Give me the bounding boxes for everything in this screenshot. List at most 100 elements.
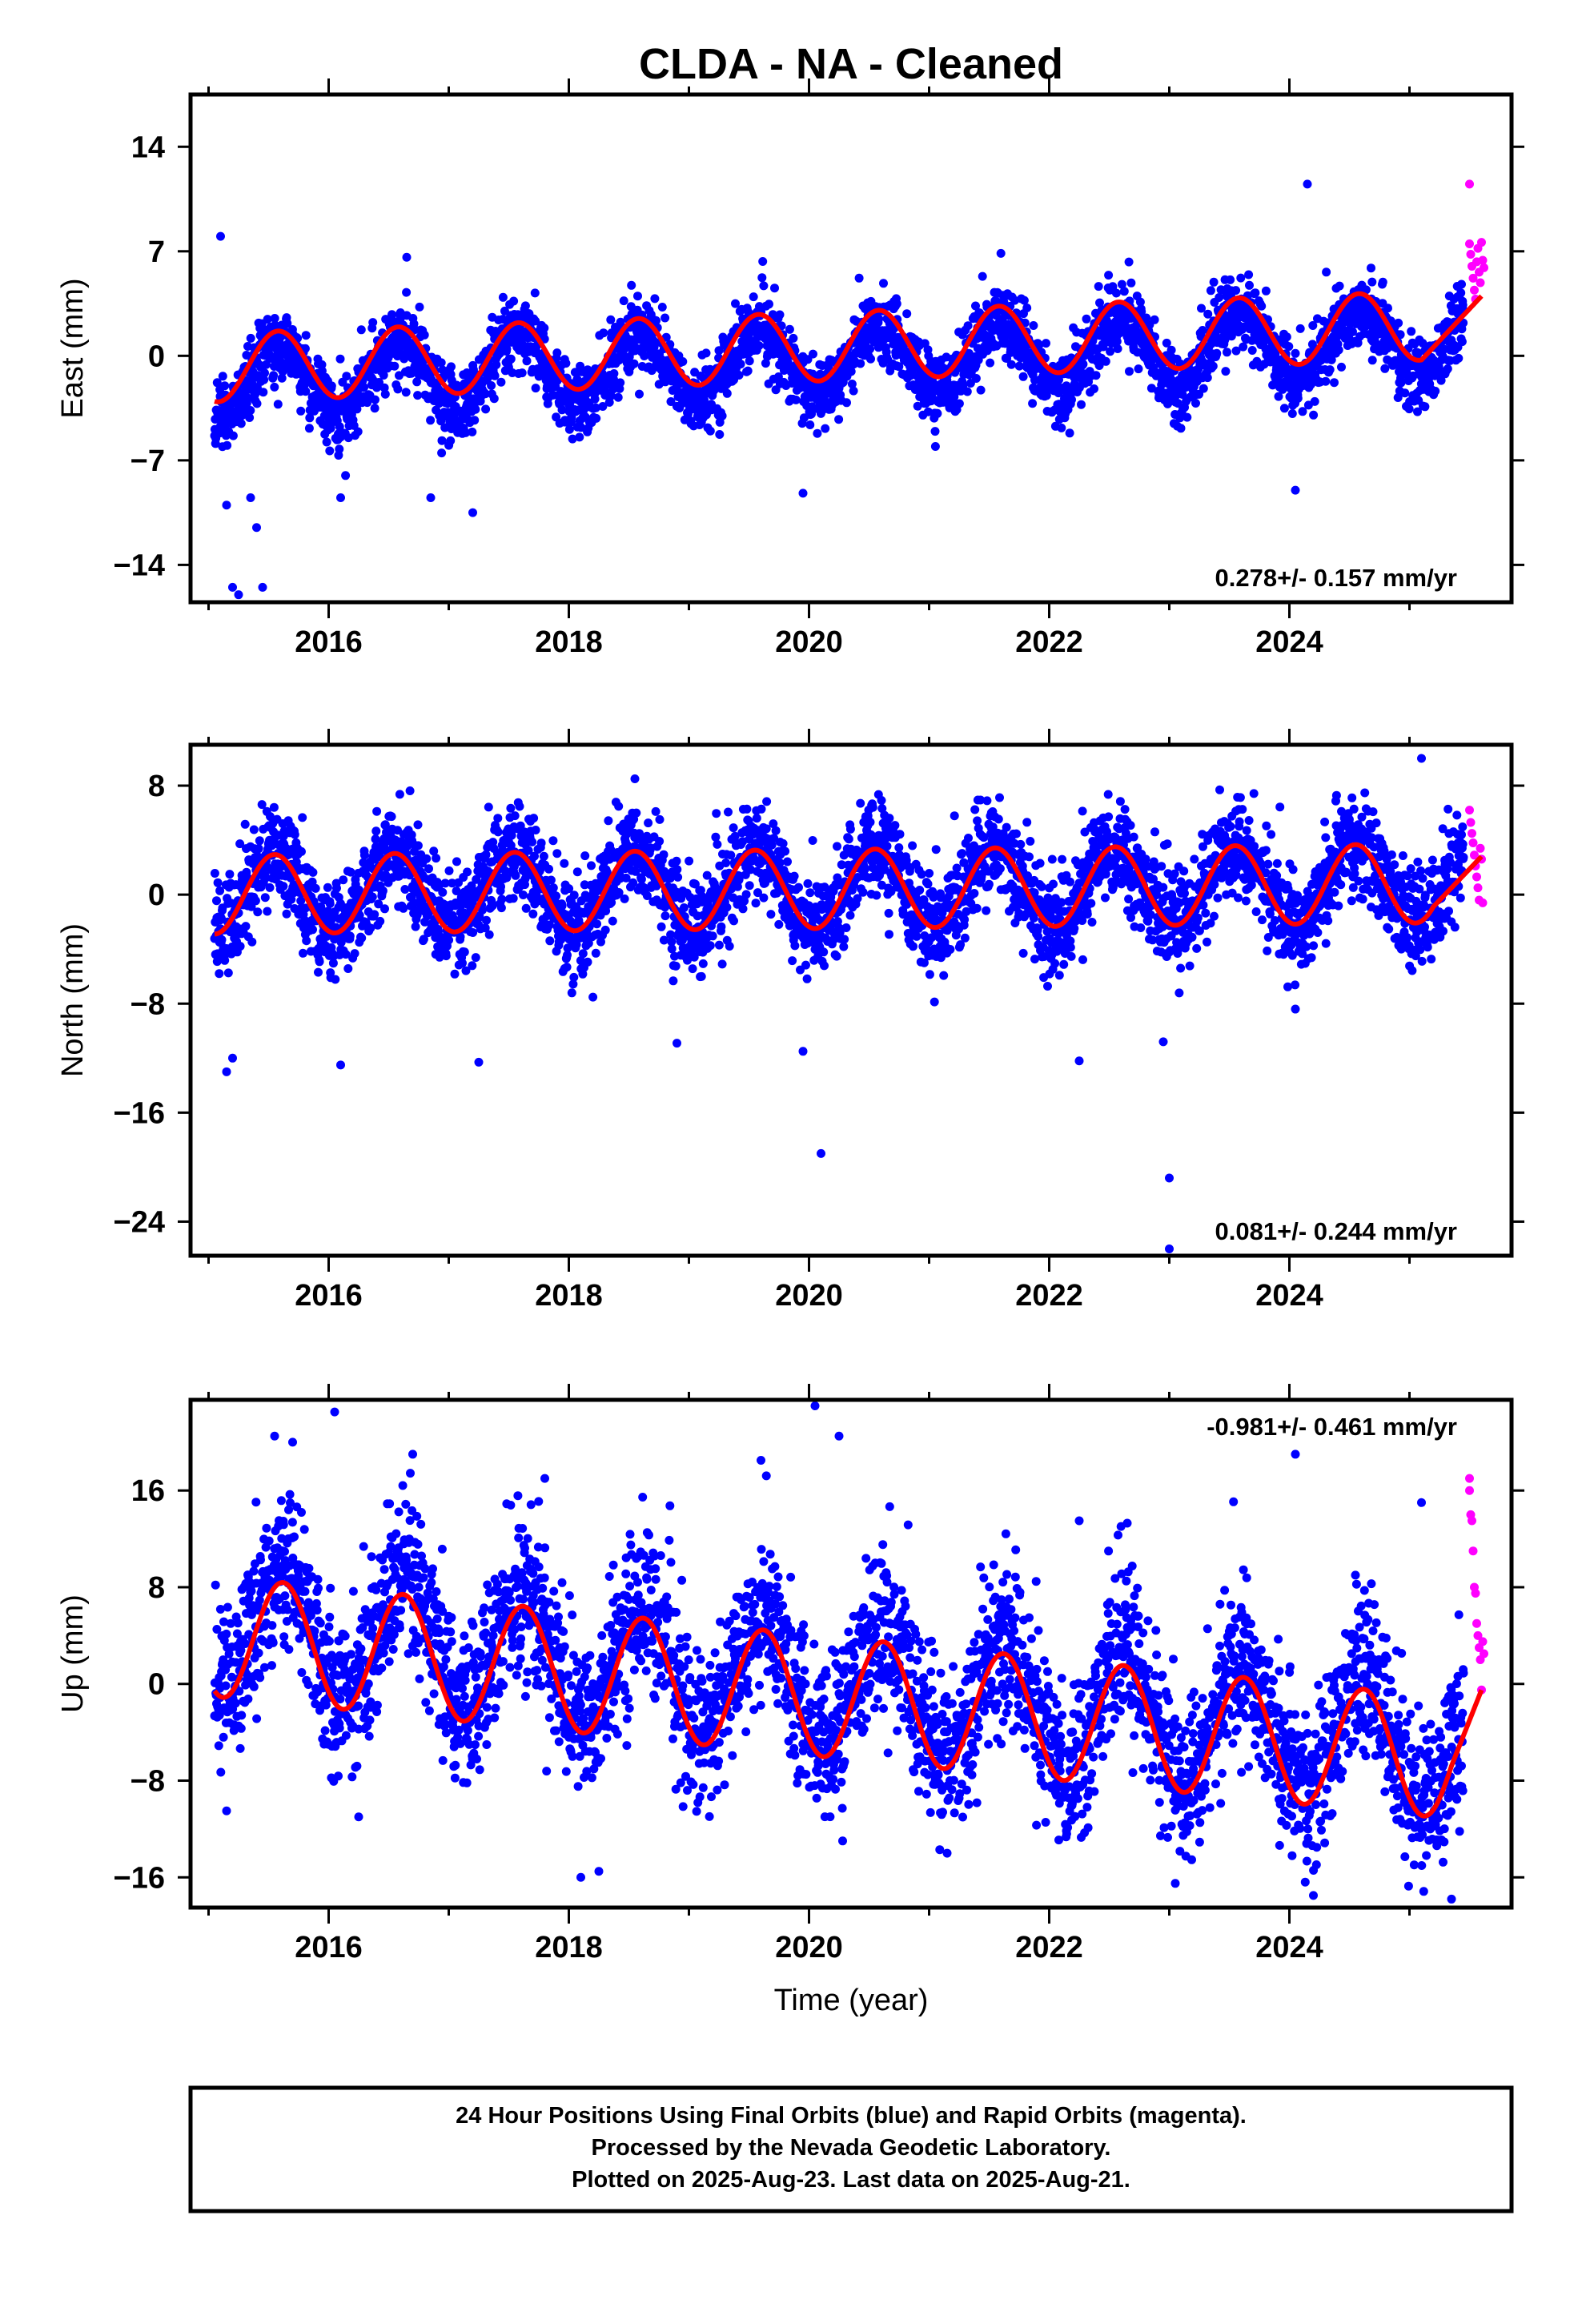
final-orbit-point <box>270 382 279 392</box>
final-orbit-point <box>627 280 636 290</box>
final-orbit-point <box>335 444 344 454</box>
final-orbit-point <box>791 395 801 404</box>
final-orbit-point <box>608 916 617 926</box>
final-orbit-point <box>367 892 377 902</box>
final-orbit-point <box>545 936 555 946</box>
final-orbit-point <box>661 313 670 323</box>
final-orbit-point <box>616 378 625 388</box>
final-orbit-point <box>380 904 389 914</box>
final-orbit-point <box>487 381 496 390</box>
final-orbit-point <box>734 371 744 380</box>
final-orbit-point <box>679 903 689 912</box>
final-orbit-point <box>371 395 379 404</box>
final-orbit-point <box>775 310 785 320</box>
final-orbit-point <box>678 357 688 366</box>
final-orbit-point <box>493 814 503 823</box>
final-orbit-point <box>874 314 884 324</box>
final-orbit-point <box>1208 361 1218 371</box>
final-orbit-point <box>1322 267 1331 277</box>
final-orbit-point <box>1287 409 1297 418</box>
final-orbit-point <box>279 882 288 891</box>
final-orbit-point <box>228 431 238 440</box>
final-orbit-point <box>1022 304 1032 312</box>
final-orbit-point <box>1454 353 1464 363</box>
final-orbit-point <box>437 448 447 458</box>
final-orbit-point <box>1182 412 1192 422</box>
final-orbit-point <box>325 899 335 908</box>
final-orbit-outlier <box>222 501 231 510</box>
final-orbit-point <box>569 972 579 982</box>
final-orbit-point <box>821 424 830 433</box>
final-orbit-point <box>628 878 638 887</box>
final-orbit-point <box>345 931 355 941</box>
final-orbit-point <box>458 959 467 968</box>
final-orbit-point <box>1383 304 1392 313</box>
final-orbit-point <box>557 405 567 415</box>
final-orbit-point <box>1199 384 1208 393</box>
final-orbit-point <box>212 896 221 906</box>
final-orbit-point <box>757 273 767 283</box>
final-orbit-point <box>450 969 460 979</box>
final-orbit-point <box>482 915 491 925</box>
final-orbit-point <box>661 911 670 921</box>
final-orbit-point <box>1394 318 1403 328</box>
final-orbit-point <box>436 358 446 368</box>
final-orbit-outlier <box>246 493 255 502</box>
final-orbit-point <box>1212 348 1222 358</box>
final-orbit-point <box>1101 356 1110 366</box>
final-orbit-point <box>705 426 715 436</box>
final-orbit-point <box>290 830 299 839</box>
final-orbit-point <box>301 387 311 396</box>
rapid-orbit-point <box>1478 255 1488 265</box>
final-orbit-outlier <box>798 489 808 498</box>
final-orbit-point <box>356 325 366 335</box>
final-orbit-point <box>437 436 447 445</box>
final-orbit-point <box>567 988 576 998</box>
final-orbit-point <box>517 368 527 378</box>
final-orbit-point <box>520 301 530 311</box>
final-orbit-point <box>509 296 519 306</box>
final-orbit-point <box>225 870 235 879</box>
final-orbit-point <box>655 837 665 846</box>
final-orbit-point <box>1245 280 1254 290</box>
final-orbit-point <box>560 858 569 868</box>
final-orbit-point <box>557 901 567 911</box>
final-orbit-point <box>480 389 490 399</box>
final-orbit-point <box>305 413 315 423</box>
final-orbit-point <box>441 951 451 961</box>
final-orbit-point <box>282 909 291 919</box>
y-tick-label: −7 <box>130 444 165 478</box>
final-orbit-point <box>308 925 317 935</box>
final-orbit-point <box>300 344 310 353</box>
final-orbit-point <box>963 321 973 331</box>
final-orbit-point <box>1082 314 1091 324</box>
final-orbit-point <box>251 896 260 906</box>
final-orbit-point <box>510 811 520 821</box>
final-orbit-point <box>375 378 383 387</box>
final-orbit-outlier <box>468 508 477 517</box>
final-orbit-point <box>432 854 441 863</box>
final-orbit-point <box>1244 270 1254 279</box>
final-orbit-point <box>342 372 351 381</box>
final-orbit-point <box>241 922 251 931</box>
final-orbit-point <box>1104 271 1114 280</box>
final-orbit-point <box>498 292 508 302</box>
final-orbit-point <box>1309 410 1319 420</box>
final-orbit-point <box>323 883 332 892</box>
final-orbit-point <box>635 389 644 399</box>
final-orbit-point <box>731 299 740 308</box>
final-orbit-point <box>401 388 411 397</box>
final-orbit-point <box>217 935 227 944</box>
final-orbit-point <box>424 864 433 874</box>
final-orbit-point <box>1006 360 1016 369</box>
final-orbit-point <box>1337 362 1346 372</box>
final-orbit-point <box>569 891 579 900</box>
final-orbit-point <box>1028 399 1038 408</box>
final-orbit-point <box>588 992 598 1002</box>
final-orbit-point <box>1291 348 1300 358</box>
final-orbit-point <box>260 368 269 378</box>
final-orbit-point <box>422 854 432 863</box>
final-orbit-point <box>529 814 539 823</box>
y-tick-label: 7 <box>148 235 165 269</box>
final-orbit-point <box>1443 364 1452 373</box>
